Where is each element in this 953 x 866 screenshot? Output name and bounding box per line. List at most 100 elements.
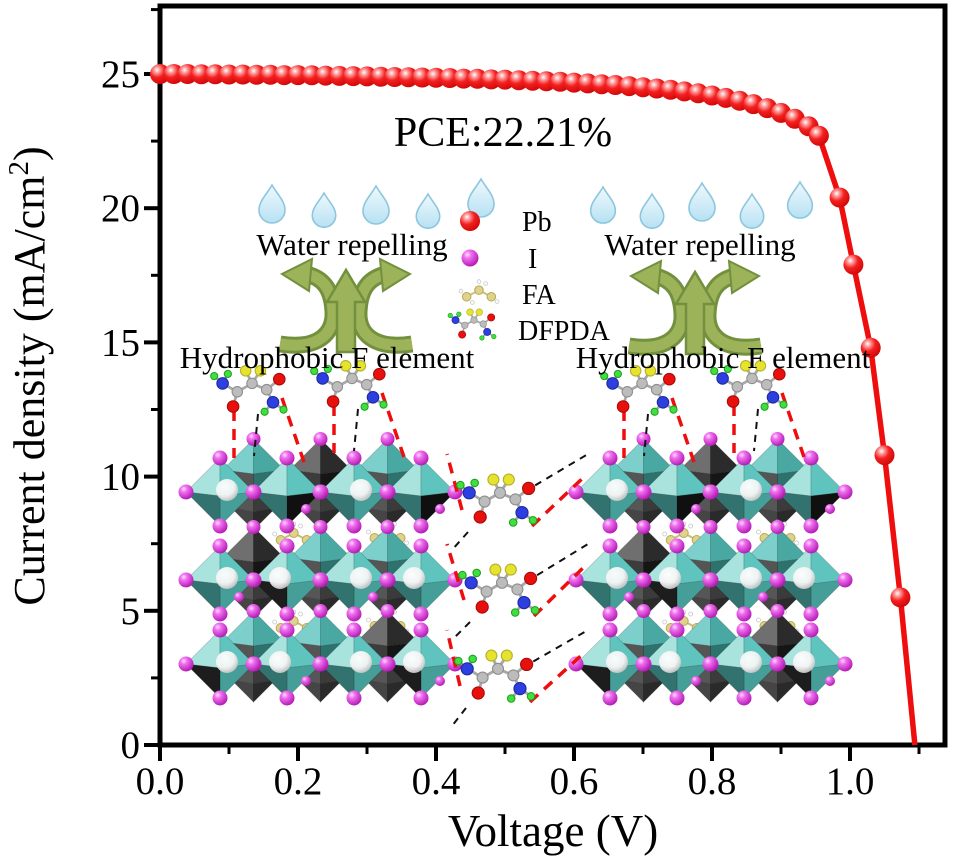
- pb-atom-glow: [350, 567, 372, 589]
- iodine-atom: [602, 622, 618, 638]
- curved-arrow-icon: [353, 268, 413, 351]
- iodine-atom: [568, 656, 584, 672]
- iodine-atom: [435, 676, 445, 686]
- pbi6-octahedron-face: [708, 579, 745, 615]
- dfpda-bridging-molecule: [454, 649, 536, 703]
- iodine-atom: [568, 572, 584, 588]
- iodine-atom: [602, 538, 618, 554]
- jv-data-point: [205, 64, 226, 85]
- iodine-atom: [212, 538, 228, 554]
- iodine-atom: [702, 484, 718, 500]
- perovskite-crystal-right: [568, 432, 853, 706]
- h-bond-red-dash: [445, 629, 462, 687]
- h-bond-black-dash: [451, 707, 467, 727]
- pbi6-octahedron-face: [574, 491, 611, 527]
- y-axis-title: Current density (mA/cm2): [3, 146, 54, 605]
- iodine-atom: [413, 622, 429, 638]
- iodine-atom: [803, 606, 819, 622]
- iodine-atom: [368, 592, 378, 602]
- iodine-atom: [837, 484, 853, 500]
- iodine-atom: [736, 690, 752, 706]
- dfpda-surface-molecule: [710, 360, 788, 411]
- iodine-atom: [636, 520, 651, 534]
- iodine-atom: [279, 518, 295, 534]
- hydrogen-bond-dashes: [232, 392, 806, 727]
- dfpda-surface-molecule: [210, 365, 288, 416]
- pb-atom-glow: [350, 479, 372, 501]
- dfpda-surface-molecule: [310, 360, 388, 411]
- pb-sphere-icon: [460, 211, 480, 231]
- dfpda-surface-molecule: [600, 365, 678, 416]
- jv-curve: [150, 64, 918, 746]
- x-tick-label: 0.0: [136, 760, 185, 803]
- x-tick-label: 0.2: [274, 760, 323, 803]
- dfpda-bridging-molecule: [456, 473, 538, 527]
- pbi6-octahedron-face: [318, 491, 355, 527]
- iodine-atom: [245, 484, 261, 500]
- pb-atom-glow: [216, 567, 238, 589]
- pb-atom-glow: [793, 567, 815, 589]
- iodine-atom: [346, 450, 362, 466]
- axes-and-ticks: 0.0 0.2 0.4 0.6 0.8 1.0 0 5 10 15 20 25: [101, 3, 948, 803]
- iodine-atom: [413, 538, 429, 554]
- pbi6-octahedron-face: [708, 491, 745, 527]
- iodine-atom: [279, 690, 295, 706]
- legend-label-pb: Pb: [522, 207, 552, 238]
- iodine-atom: [702, 572, 718, 588]
- iodine-atom: [691, 504, 701, 514]
- iodine-atom: [245, 656, 261, 672]
- hydrophobic-label-left: Hydrophobic F element: [180, 340, 475, 375]
- x-axis-title: Voltage (V): [448, 806, 658, 856]
- pb-atom-glow: [740, 567, 762, 589]
- iodine-atom: [758, 592, 768, 602]
- water-repelling-label-left: Water repelling: [256, 227, 447, 262]
- repel-arrows: [278, 257, 763, 356]
- y-tick-label: 0: [121, 724, 141, 767]
- iodine-atom: [178, 656, 194, 672]
- iodine-atom: [837, 572, 853, 588]
- jv-data-point: [191, 64, 212, 85]
- pb-atom-glow: [269, 651, 291, 673]
- x-tick-label: 1.0: [826, 760, 875, 803]
- pb-atom-glow: [269, 567, 291, 589]
- pb-atom-glow: [403, 651, 425, 673]
- jv-data-point: [163, 64, 184, 84]
- water-droplet-icon: [786, 180, 814, 219]
- iodine-atom: [669, 690, 685, 706]
- iodine-atom: [246, 604, 261, 618]
- h-bond-red-dash: [445, 453, 464, 511]
- iodine-atom: [602, 518, 618, 534]
- jv-data-point: [288, 65, 308, 86]
- iodine-atom: [635, 484, 651, 500]
- iodine-atom: [837, 656, 853, 672]
- iodine-atom: [413, 606, 429, 622]
- iodine-atom: [178, 484, 194, 500]
- pb-atom-glow: [216, 651, 238, 673]
- iodine-atom: [669, 622, 685, 638]
- water-droplet-icon: [362, 184, 390, 225]
- pbi6-octahedron-face: [251, 491, 288, 527]
- water-droplet-icon: [688, 181, 716, 222]
- y-axis-title-main: Current density (mA/cm: [5, 176, 54, 606]
- iodine-atom: [346, 518, 362, 534]
- water-droplets: [258, 177, 814, 229]
- jv-data-point: [874, 445, 895, 466]
- pbi6-octahedron-face: [775, 491, 812, 527]
- iodine-atom: [602, 606, 618, 622]
- iodine-atom: [279, 606, 295, 622]
- jv-data-point: [843, 254, 864, 275]
- repel-arrows-icon: [627, 259, 763, 356]
- iodine-atom: [380, 520, 395, 534]
- pbi6-octahedron-face: [318, 579, 355, 615]
- curved-arrow-head: [628, 259, 663, 295]
- curved-arrow-head: [378, 257, 413, 293]
- water-droplet-icon: [589, 185, 617, 224]
- y-tick-label: 10: [101, 456, 140, 499]
- jv-data-point: [860, 337, 881, 358]
- iodine-atom: [435, 504, 445, 514]
- jv-data-point: [453, 68, 474, 89]
- legend-label-i: I: [528, 244, 537, 275]
- iodine-atom: [803, 690, 819, 706]
- iodine-atom: [669, 518, 685, 534]
